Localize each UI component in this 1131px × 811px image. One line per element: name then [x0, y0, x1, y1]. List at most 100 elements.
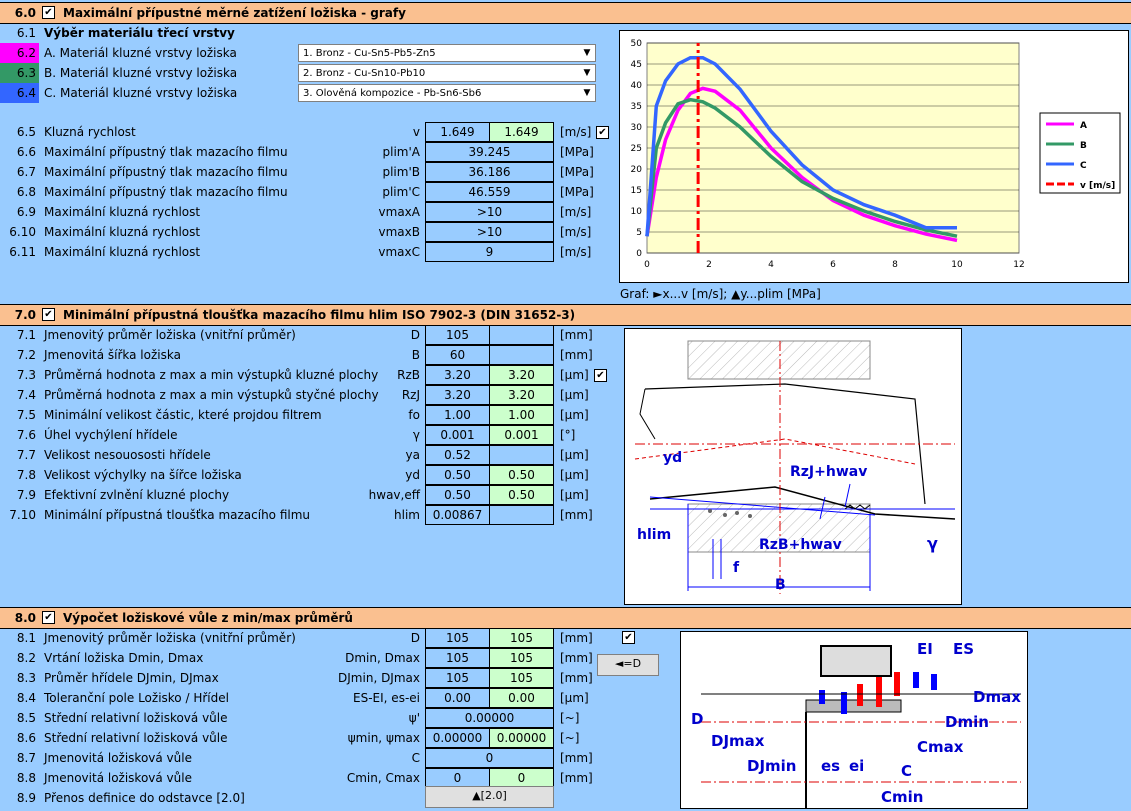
x-tick-label: 12: [1013, 260, 1024, 270]
section-6-checkbox[interactable]: ✔: [42, 6, 55, 19]
dropdown-arrow-icon[interactable]: ▼: [579, 85, 595, 101]
row-label: Maximální kluzná rychlost: [44, 225, 201, 239]
value-cell[interactable]: 105: [425, 325, 490, 345]
label-rzj: RzJ+hwav: [790, 464, 867, 480]
value-cell[interactable]: 0: [425, 768, 490, 788]
y-tick-label: 10: [631, 207, 643, 217]
value-cell[interactable]: 0.50: [425, 485, 490, 505]
value-cell[interactable]: 105: [425, 668, 490, 688]
value-cell[interactable]: 1.649: [425, 122, 490, 142]
material-color-swatch: [0, 43, 39, 63]
unit-label: [m/s]: [560, 245, 592, 259]
row-number: 8.2: [16, 651, 36, 665]
unit-label: [m/s]: [560, 205, 592, 219]
row-checkbox[interactable]: ✔: [594, 369, 607, 382]
label-djmax: DJmax: [711, 732, 765, 750]
row-number: 6.4: [16, 86, 36, 100]
row-number: 7.6: [16, 428, 36, 442]
value-cell-input[interactable]: 0.50: [489, 485, 554, 505]
row-number: 8.1: [16, 631, 36, 645]
material-select[interactable]: 1. Bronz - Cu-Sn5-Pb5-Zn5 ▼: [298, 44, 596, 62]
unit-label: [µm]: [560, 448, 589, 462]
param-row: 8.8 Jmenovitá ložisková vůle Cmin, Cmax: [0, 768, 620, 788]
y-tick-label: 50: [631, 39, 643, 49]
value-cell-input[interactable]: 0.00000: [489, 728, 554, 748]
param-row: 8.9 Přenos definice do odstavce [2.0]: [0, 788, 620, 808]
value-cell[interactable]: 3.20: [425, 385, 490, 405]
row-label: Efektivní zvlnění kluzné plochy: [44, 488, 230, 502]
section-7-header: 7.0 ✔ Minimální přípustná tloušťka mazac…: [0, 304, 1131, 326]
value-cell-input[interactable]: 0: [489, 768, 554, 788]
value-cell[interactable]: 60: [425, 345, 490, 365]
value-cell-input[interactable]: 105: [489, 648, 554, 668]
value-cell-input[interactable]: [489, 345, 554, 365]
value-cell-input[interactable]: [489, 445, 554, 465]
param-row: 7.2 Jmenovitá šířka ložiska B: [0, 345, 620, 365]
unit-label: [~]: [560, 731, 580, 745]
label-d: D: [691, 710, 703, 728]
material-select[interactable]: 3. Olověná kompozice - Pb-Sn6-Sb6 ▼: [298, 84, 596, 102]
row-checkbox[interactable]: ✔: [596, 126, 609, 139]
label-ei-lower: ei: [849, 757, 864, 775]
value-cell[interactable]: 0.50: [425, 465, 490, 485]
label-djmin: DJmin: [747, 757, 796, 775]
unit-label: [mm]: [560, 348, 593, 362]
row-symbol: fo: [408, 408, 420, 422]
value-cell[interactable]: 0.00867: [425, 505, 490, 525]
dropdown-arrow-icon[interactable]: ▼: [579, 45, 595, 61]
value-cell-input[interactable]: 3.20: [489, 385, 554, 405]
param-row: 8.6 Střední relativní ložisková vůle ψmin,…: [0, 728, 620, 748]
x-tick-label: 8: [892, 260, 898, 270]
value-cell-input[interactable]: 1.00: [489, 405, 554, 425]
graph-caption: Graf: ►x...v [m/s]; ▲y...plim [MPa]: [620, 287, 821, 301]
value-cell: 46.559: [425, 182, 554, 202]
row-label: Minimální velikost částic, které projdou…: [44, 408, 322, 422]
section-7-checkbox[interactable]: ✔: [42, 308, 55, 321]
material-select[interactable]: 2. Bronz - Cu-Sn10-Pb10 ▼: [298, 64, 596, 82]
param-row: 6.8 Maximální přípustný tlak mazacího fil…: [0, 182, 620, 202]
section-title: Minimální přípustná tloušťka mazacího fi…: [63, 308, 576, 322]
y-tick-label: 30: [631, 123, 643, 133]
row-label: Kluzná rychlost: [44, 125, 136, 139]
param-row: 7.5 Minimální velikost částic, které proj…: [0, 405, 620, 425]
value-cell[interactable]: 3.20: [425, 365, 490, 385]
value-cell[interactable]: 105: [425, 648, 490, 668]
value-cell-input[interactable]: 0.50: [489, 465, 554, 485]
set-d-button[interactable]: ◄=D: [597, 654, 659, 676]
param-row: 8.5 Střední relativní ložisková vůle ψ': [0, 708, 620, 728]
section-title: Maximální přípustné měrné zatížení ložis…: [63, 6, 406, 20]
row-label: Maximální kluzná rychlost: [44, 205, 201, 219]
row-number: 7.5: [16, 408, 36, 422]
row-symbol: B: [411, 348, 420, 362]
value-cell-input[interactable]: [489, 325, 554, 345]
value-cell[interactable]: 0.00000: [425, 728, 490, 748]
x-tick-label: 0: [644, 260, 650, 270]
dropdown-arrow-icon[interactable]: ▼: [579, 65, 595, 81]
material-row: 6.2 A. Materiál kluzné vrstvy ložiska: [0, 43, 620, 63]
value-cell[interactable]: 1.00: [425, 405, 490, 425]
row-checkbox[interactable]: ✔: [622, 631, 635, 644]
row-symbol: plim'A: [382, 145, 420, 159]
value-cell-input[interactable]: [489, 505, 554, 525]
section-number: 6.0: [14, 6, 36, 20]
row-number: 7.4: [16, 388, 36, 402]
value-cell-input[interactable]: 105: [489, 668, 554, 688]
value-cell-input[interactable]: 1.649: [489, 122, 554, 142]
value-cell-input[interactable]: 105: [489, 628, 554, 648]
value-cell-input[interactable]: 0.001: [489, 425, 554, 445]
unit-label: [MPa]: [560, 145, 594, 159]
value-cell-input[interactable]: 3.20: [489, 365, 554, 385]
value-cell[interactable]: 0.52: [425, 445, 490, 465]
value-cell[interactable]: 0.00: [425, 688, 490, 708]
value-cell[interactable]: 105: [425, 628, 490, 648]
section-8-checkbox[interactable]: ✔: [42, 611, 55, 624]
value-cell[interactable]: 0.001: [425, 425, 490, 445]
transfer-button[interactable]: ▲[2.0]: [425, 786, 554, 808]
param-row: 6.7 Maximální přípustný tlak mazacího fil…: [0, 162, 620, 182]
unit-label: [m/s]: [560, 125, 592, 139]
label-f: f: [733, 560, 740, 576]
value-cell: 0: [425, 748, 554, 768]
material-select-value: 2. Bronz - Cu-Sn10-Pb10: [303, 68, 426, 79]
value-cell-input[interactable]: 0.00: [489, 688, 554, 708]
